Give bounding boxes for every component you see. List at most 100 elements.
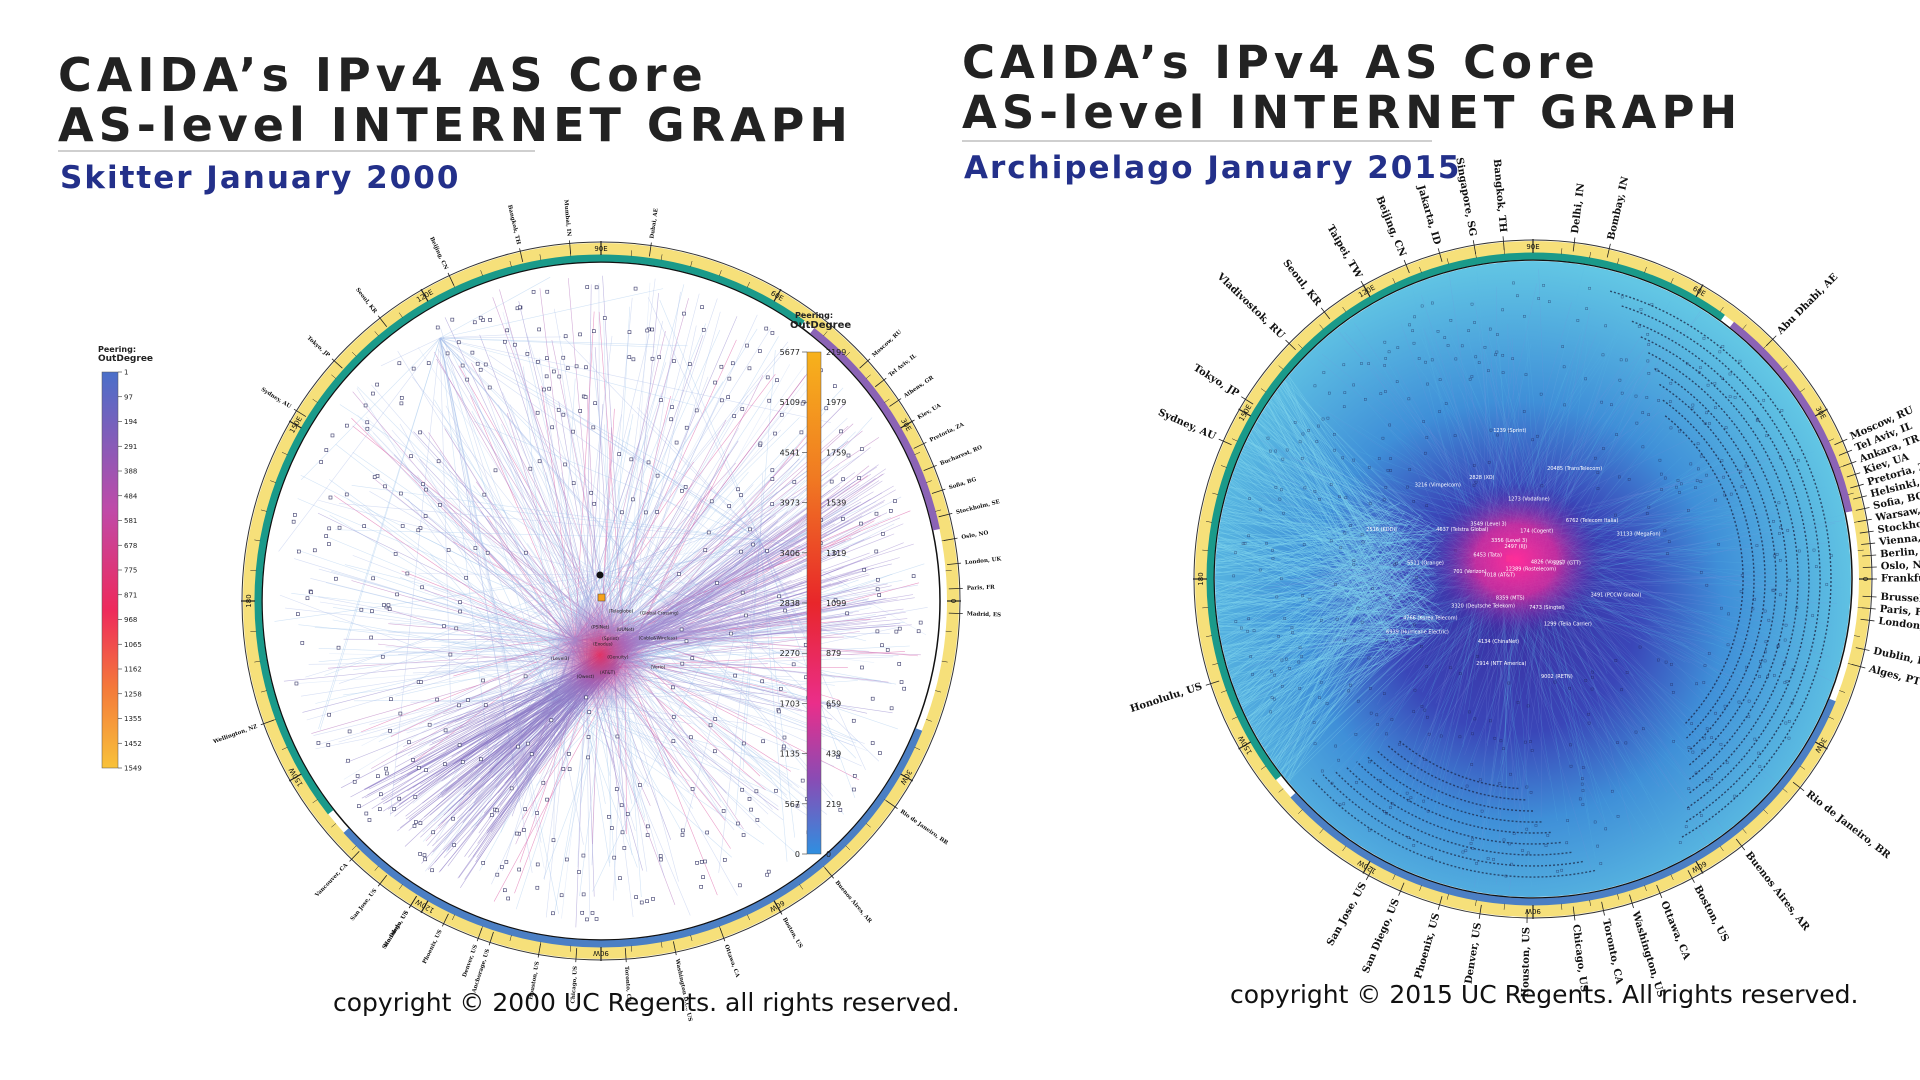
right-node (1569, 743, 1572, 747)
left-node (851, 718, 856, 723)
right-node (1344, 496, 1348, 499)
right-node (1487, 460, 1491, 464)
left-node (765, 375, 770, 380)
left-edge (614, 440, 761, 541)
left-ring-tick (281, 452, 288, 456)
left-edge (624, 291, 681, 661)
right-node (1687, 787, 1691, 790)
left-node (765, 549, 769, 553)
right-node (1647, 372, 1651, 375)
right-node (1470, 375, 1474, 378)
right-edge (1274, 607, 1432, 766)
right-node (1601, 353, 1605, 357)
left-ring-tick (250, 630, 257, 632)
right-node-arc (1397, 739, 1519, 790)
right-node (1352, 559, 1356, 562)
right-node (1360, 533, 1364, 536)
right-ring-tick (1644, 266, 1647, 273)
right-city-tick (1285, 339, 1296, 351)
left-node (833, 598, 838, 603)
right-city-label: San Diego, US (1361, 897, 1402, 975)
right-node (1268, 449, 1272, 453)
right-node (1587, 712, 1590, 716)
left-node (438, 503, 442, 507)
right-node (1438, 410, 1441, 413)
right-edge (1533, 589, 1704, 831)
left-node (897, 662, 902, 666)
left-legend-title-2: OutDegree (98, 354, 153, 364)
left-city-label: Dubai, AE (649, 208, 659, 239)
right-node (1480, 809, 1484, 813)
right-edge (1248, 436, 1389, 663)
left-edge (274, 574, 603, 622)
left-edge (518, 301, 601, 651)
right-node (1588, 286, 1591, 290)
right-node (1275, 595, 1279, 599)
right-edge (1228, 485, 1440, 624)
right-node (1714, 498, 1717, 502)
right-node (1663, 476, 1667, 480)
right-edge (1276, 627, 1425, 767)
right-node (1384, 486, 1388, 489)
right-node (1385, 639, 1388, 643)
right-node (1581, 777, 1584, 780)
left-node (319, 460, 323, 464)
right-node (1729, 492, 1733, 496)
right-node (1647, 505, 1651, 509)
left-ring-tick (746, 281, 750, 288)
right-node (1791, 668, 1795, 672)
left-edge (439, 337, 559, 914)
left-city-tick (889, 398, 902, 407)
right-copyright: copyright © 2015 UC Regents. All rights … (1230, 980, 1859, 1009)
left-node (779, 412, 784, 417)
right-edge (1249, 577, 1360, 725)
left-node (506, 896, 510, 901)
left-legend-tick-label: 388 (124, 468, 137, 476)
right-edge (1271, 635, 1413, 761)
left-node (416, 528, 421, 533)
left-city-tick (947, 562, 962, 566)
right-node (1413, 315, 1416, 319)
left-node (578, 332, 582, 337)
left-as-graph: (Sprint)(UUNet)(Cable&Wireless)(Verio)(G… (212, 199, 1002, 1022)
right-city-tick (1320, 307, 1331, 320)
left-ring-tick (452, 914, 456, 921)
right-ring-tick (1220, 465, 1227, 468)
right-node (1412, 341, 1416, 345)
right-edge (1224, 552, 1394, 656)
left-node (841, 477, 845, 482)
right-node (1409, 796, 1413, 799)
left-edge (339, 404, 603, 576)
left-edge (624, 659, 828, 815)
left-ring-tick (331, 823, 337, 828)
right-node (1258, 508, 1262, 512)
right-node (1602, 447, 1605, 450)
right-node (1395, 561, 1398, 565)
right-node (1446, 344, 1450, 347)
right-city-tick (1834, 438, 1848, 446)
right-ring-tick (1342, 306, 1347, 313)
right-node (1318, 696, 1321, 699)
right-node (1352, 458, 1356, 462)
right-node (1475, 861, 1478, 865)
right-node (1342, 363, 1346, 367)
left-node (701, 875, 705, 879)
right-edge (1256, 420, 1383, 535)
right-node (1737, 700, 1741, 704)
left-node (760, 679, 765, 684)
left-edge (300, 474, 613, 633)
right-edge (1237, 584, 1395, 697)
right-node (1521, 849, 1524, 852)
right-city-label: London, UK (1878, 616, 1920, 635)
left-node (316, 741, 321, 745)
left-node (592, 501, 597, 506)
right-node (1569, 764, 1573, 768)
left-longitude-ring (241, 241, 961, 961)
right-city-tick (1572, 237, 1576, 252)
right-node (1625, 358, 1628, 362)
right-node (1530, 749, 1534, 752)
left-city-label: Chicago, US (570, 966, 579, 1004)
right-node (1787, 736, 1791, 740)
right-node (1671, 691, 1675, 694)
right-edge (1216, 550, 1438, 623)
